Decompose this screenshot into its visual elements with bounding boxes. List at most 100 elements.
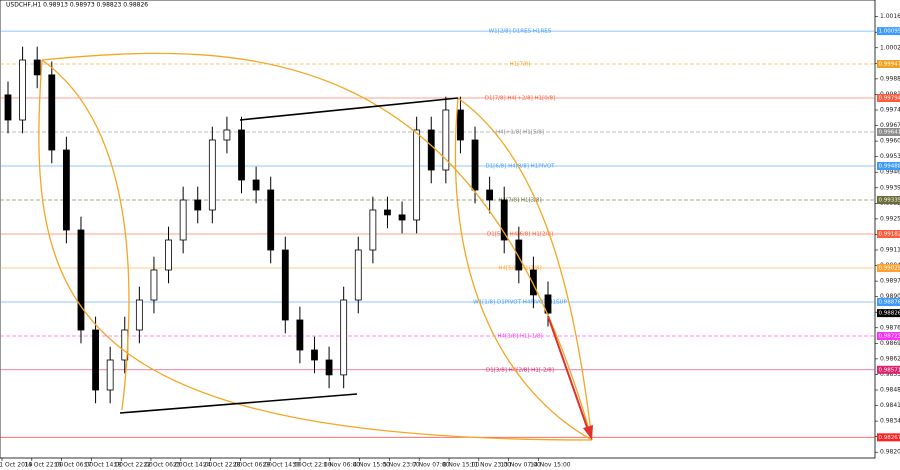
- y-tick-label: 0.98200: [880, 449, 900, 456]
- annotations: [38, 52, 593, 441]
- price-box-label: 0.98876: [879, 300, 900, 306]
- x-tick-label: 16 Oct 06:00: [54, 462, 93, 469]
- candle-body: [223, 129, 231, 141]
- candle-body: [530, 269, 537, 296]
- arc: [454, 97, 593, 441]
- price-box-label: 0.99488: [879, 164, 900, 170]
- candle-body: [500, 199, 508, 241]
- level-label: W1[2/8] D1RES H1RES: [489, 29, 552, 35]
- price-box-label: 0.99641: [879, 130, 900, 136]
- candle-body: [442, 109, 450, 171]
- arc: [457, 97, 593, 441]
- level-label: D1[5/8] H4[6/8] H1[2/8]: [487, 232, 553, 238]
- price-box-label: 0.99794: [879, 96, 900, 102]
- level-label: D1[6/8] H4[8/8] H1PIVOT: [485, 164, 555, 170]
- level-label: H4[+1/8] H1[5/8]: [496, 130, 544, 136]
- level-label: H4[3/8] H1[-1/8]: [497, 334, 542, 340]
- price-box: [877, 162, 900, 170]
- price-box-label: 0.99182: [879, 232, 900, 238]
- trend-line: [119, 393, 358, 414]
- candle-body: [62, 149, 70, 231]
- price-box: [877, 365, 900, 374]
- candle-body: [48, 74, 56, 151]
- candle-body: [544, 294, 552, 314]
- x-tick-label: 22 Oct 06:00: [143, 462, 182, 469]
- candle-body: [208, 139, 216, 211]
- x-tick-label: 5 Nov 23:00: [383, 462, 420, 469]
- price-box-label: 0.98267: [879, 435, 900, 441]
- arrow: [547, 315, 589, 431]
- candle-body: [457, 109, 464, 141]
- candles: [4, 46, 552, 404]
- current-price-label: 0.98826: [879, 311, 900, 317]
- price-box-label: 0.98571: [879, 367, 900, 373]
- plot-frame: [0, 0, 876, 459]
- price-box: [877, 264, 900, 272]
- price-box-label: 0.99947: [879, 62, 900, 68]
- candle-body: [238, 129, 245, 181]
- axis: 1.001601.000901.000200.999500.998800.998…: [0, 13, 900, 469]
- x-tick-label: 7 Nov 07:00: [413, 462, 450, 469]
- level-label: W1[1/8] D1PIVOT H4PIVOT H1SUP: [473, 300, 567, 306]
- x-tick-label: 11 Nov 23:00: [471, 462, 512, 469]
- candle-body: [325, 359, 333, 376]
- candle-body: [340, 299, 348, 376]
- price-box: [877, 196, 900, 204]
- candle-body: [150, 269, 158, 301]
- candle-body: [19, 59, 26, 121]
- candle-body: [194, 199, 202, 211]
- x-tick-label: 8 Nov 15:00: [443, 462, 480, 469]
- arc: [41, 52, 593, 441]
- price-box: [877, 94, 900, 102]
- price-box-label: 1.00095: [879, 29, 900, 35]
- x-tick-label: 13 Nov 07:00: [500, 462, 541, 469]
- y-tick-label: 1.00160: [880, 13, 900, 20]
- candle-body: [33, 59, 41, 76]
- x-tick-label: 23 Oct 14:00: [173, 462, 212, 469]
- candle-body: [92, 329, 99, 391]
- x-tick-label: 1 Nov 06:00: [323, 462, 360, 469]
- price-box: [877, 230, 900, 238]
- candle-body: [515, 239, 523, 271]
- candle-body: [398, 214, 406, 221]
- x-tick-label: 11 Oct 2019: [0, 462, 33, 469]
- candle-body: [252, 179, 260, 191]
- x-tick-label: 4 Nov 15:00: [353, 462, 390, 469]
- level-label: H4[7/8] H1[3/8]: [498, 198, 541, 204]
- price-box: [877, 27, 900, 36]
- arrow-head: [583, 425, 593, 440]
- candle-body: [281, 249, 289, 321]
- level-lines: W1[2/8] D1RES H1RES H1[7/8] D1[7/8] H4[+2/…: [0, 29, 875, 438]
- x-tick-label: 24 Oct 22:00: [203, 462, 242, 469]
- trend-line: [239, 97, 459, 121]
- level-label: D1[3/8] H4[2/8] H1[-2/8]: [486, 367, 554, 373]
- chart-title: USDCHF,H1 0.98913 0.98973 0.98823 0.9882…: [6, 2, 148, 9]
- x-tick-label: 18 Oct 22:00: [114, 462, 153, 469]
- arc: [38, 59, 593, 441]
- candle-body: [427, 129, 435, 171]
- candle-body: [311, 349, 318, 361]
- candle-body: [135, 299, 143, 331]
- candle-body: [296, 319, 304, 351]
- current-price-box: [877, 309, 900, 318]
- candle-body: [369, 209, 377, 251]
- candle-body: [165, 239, 172, 271]
- candle-body: [413, 129, 421, 221]
- price-box: [877, 298, 900, 306]
